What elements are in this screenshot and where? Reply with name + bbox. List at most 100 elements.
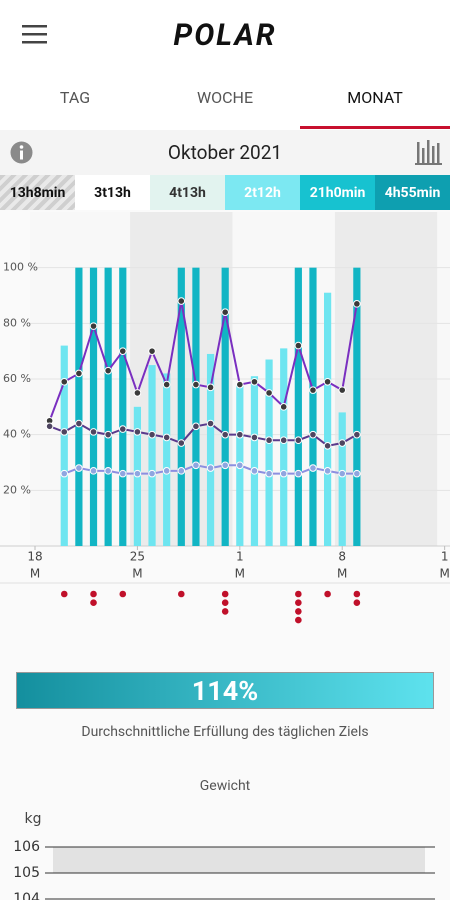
bar bbox=[163, 373, 171, 546]
line-point bbox=[294, 469, 303, 478]
line-point bbox=[148, 347, 156, 355]
line-point bbox=[294, 341, 303, 350]
line-point bbox=[309, 386, 317, 394]
event-dot bbox=[90, 599, 97, 606]
activity-chart: 20 % 40 % 60 % 80 % 100 % 18 M 25 M 1 M 8 M 1 M bbox=[0, 212, 450, 624]
bar bbox=[294, 267, 302, 546]
tab-indicator bbox=[300, 126, 450, 129]
x-tick-label: 18 bbox=[27, 550, 42, 564]
line-point bbox=[353, 469, 361, 478]
line-point bbox=[118, 347, 127, 355]
bar bbox=[206, 353, 215, 546]
y-tick-label: 100 % bbox=[3, 261, 38, 274]
line-point bbox=[177, 467, 186, 475]
event-dot bbox=[295, 599, 302, 606]
line-point bbox=[104, 467, 112, 475]
line-point bbox=[60, 377, 69, 386]
bar bbox=[265, 359, 273, 546]
line-point bbox=[353, 430, 361, 439]
line-point bbox=[148, 469, 156, 478]
line bbox=[49, 422, 358, 447]
line-point bbox=[75, 419, 83, 428]
weight-band bbox=[53, 847, 425, 873]
line-point bbox=[192, 422, 200, 431]
x-weekday-label: M bbox=[30, 567, 40, 581]
line-point bbox=[338, 386, 347, 394]
info-button[interactable] bbox=[10, 141, 33, 164]
bar bbox=[309, 267, 317, 546]
line-point bbox=[192, 461, 200, 470]
line-point bbox=[309, 430, 317, 439]
line-point bbox=[133, 389, 142, 397]
bar bbox=[280, 348, 288, 546]
line-point bbox=[323, 377, 332, 386]
bar bbox=[119, 267, 127, 546]
bar bbox=[338, 412, 346, 546]
line-point bbox=[309, 464, 317, 472]
line-point bbox=[236, 461, 244, 470]
line-point bbox=[206, 419, 215, 428]
zone-total: 21h0min bbox=[300, 175, 375, 210]
y-tick-label: 106 bbox=[13, 839, 40, 855]
goal-bar: 114% bbox=[16, 672, 434, 709]
weight-chart: kg 106 105 104 bbox=[13, 811, 435, 900]
line-point bbox=[177, 297, 186, 305]
app-bar: POLAR TAG WOCHE MONAT bbox=[0, 0, 450, 130]
line-point bbox=[250, 433, 259, 442]
line bbox=[48, 300, 358, 422]
y-tick-label: 104 bbox=[13, 891, 40, 900]
bar bbox=[148, 365, 156, 546]
line-point bbox=[60, 428, 69, 436]
tab[interactable]: MONAT bbox=[347, 88, 403, 107]
y-tick-label: 40 % bbox=[3, 428, 31, 441]
bar bbox=[104, 267, 112, 546]
line-point bbox=[162, 380, 171, 389]
line-point bbox=[177, 439, 186, 447]
line-point bbox=[265, 469, 273, 478]
event-dot bbox=[353, 599, 361, 606]
bar bbox=[60, 345, 68, 546]
x-weekday-label: M bbox=[337, 567, 347, 581]
line-point bbox=[338, 469, 347, 478]
event-dot bbox=[178, 590, 185, 598]
line-point bbox=[265, 436, 273, 445]
line-point bbox=[265, 389, 273, 397]
menu-button[interactable] bbox=[22, 25, 48, 45]
line-point bbox=[133, 469, 142, 478]
goal-caption: Durchschnittliche Erfüllung des tägliche… bbox=[81, 724, 369, 740]
view-toggle[interactable] bbox=[415, 138, 443, 166]
line-point bbox=[89, 428, 98, 436]
line-point bbox=[279, 436, 288, 445]
line-point bbox=[206, 464, 215, 472]
line-point bbox=[75, 369, 83, 378]
zone-total: 4t13h bbox=[150, 175, 225, 210]
line-point bbox=[162, 433, 171, 442]
y-tick-label: 105 bbox=[13, 865, 40, 881]
line-point bbox=[250, 467, 259, 475]
line-point bbox=[118, 469, 127, 478]
event-dot bbox=[221, 608, 229, 615]
x-weekday-label: M bbox=[439, 567, 449, 581]
line-point bbox=[279, 469, 288, 478]
period-title: Oktober 2021 bbox=[167, 141, 283, 164]
zone-total: 3t13h bbox=[75, 175, 150, 210]
zone-total: 2t12h bbox=[225, 175, 300, 210]
line-point bbox=[353, 300, 361, 308]
line-point bbox=[104, 366, 112, 375]
line-point bbox=[236, 380, 244, 389]
line-point bbox=[221, 461, 229, 470]
line-point bbox=[60, 469, 69, 478]
line-point bbox=[279, 403, 288, 411]
event-dot bbox=[221, 590, 229, 598]
tab[interactable]: WOCHE bbox=[196, 88, 254, 107]
x-weekday-label: M bbox=[132, 567, 142, 581]
zone-total: 4h55min bbox=[375, 175, 450, 210]
line-point bbox=[133, 428, 142, 436]
x-tick-label: 1 bbox=[441, 550, 449, 564]
line-point bbox=[192, 380, 200, 389]
line-point bbox=[323, 467, 332, 475]
tab[interactable]: TAG bbox=[59, 88, 91, 107]
bar bbox=[75, 267, 83, 546]
line-point bbox=[221, 308, 229, 316]
